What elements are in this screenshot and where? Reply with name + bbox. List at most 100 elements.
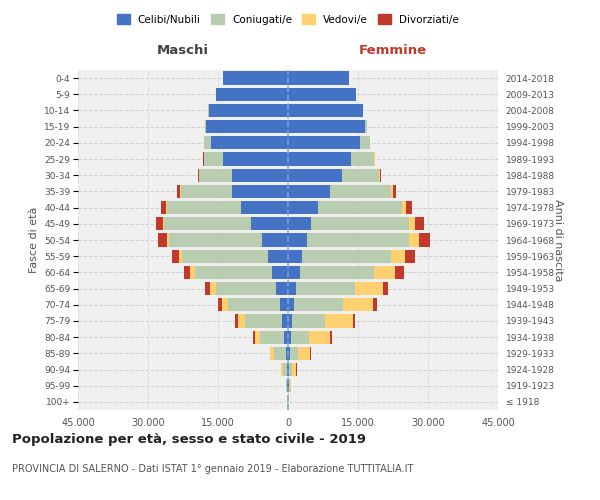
Bar	[288, 234, 307, 246]
Bar	[296, 282, 355, 295]
Bar	[283, 363, 287, 376]
Bar	[319, 201, 403, 214]
Bar	[330, 185, 391, 198]
Bar	[288, 379, 289, 392]
Bar	[215, 282, 277, 295]
Bar	[172, 250, 179, 263]
Bar	[351, 152, 374, 166]
Bar	[287, 379, 288, 392]
Bar	[290, 346, 298, 360]
Text: Anni di nascita: Anni di nascita	[553, 198, 563, 281]
Bar	[373, 298, 377, 312]
Bar	[395, 266, 404, 279]
Bar	[262, 234, 288, 246]
Bar	[291, 330, 310, 344]
Bar	[211, 136, 288, 149]
Bar	[331, 330, 332, 344]
Bar	[307, 234, 409, 246]
Text: Femmine: Femmine	[359, 44, 427, 58]
Bar	[209, 282, 215, 295]
Bar	[272, 266, 288, 279]
Bar	[355, 282, 383, 295]
Bar	[404, 250, 415, 263]
Bar	[218, 298, 222, 312]
Y-axis label: Fasce di età: Fasce di età	[29, 207, 38, 273]
Bar	[288, 217, 311, 230]
Bar	[156, 217, 163, 230]
Bar	[284, 330, 288, 344]
Bar	[409, 217, 415, 230]
Bar	[281, 363, 283, 376]
Bar	[184, 266, 190, 279]
Bar	[169, 234, 262, 246]
Bar	[391, 185, 392, 198]
Bar	[288, 120, 365, 134]
Bar	[197, 168, 199, 182]
Bar	[379, 168, 380, 182]
Bar	[199, 168, 232, 182]
Bar	[392, 185, 396, 198]
Bar	[255, 330, 260, 344]
Bar	[161, 201, 166, 214]
Bar	[288, 136, 361, 149]
Text: Maschi: Maschi	[157, 44, 209, 58]
Bar	[222, 298, 228, 312]
Bar	[288, 330, 291, 344]
Text: PROVINCIA DI SALERNO - Dati ISTAT 1° gennaio 2019 - Elaborazione TUTTITALIA.IT: PROVINCIA DI SALERNO - Dati ISTAT 1° gen…	[12, 464, 413, 474]
Bar	[269, 346, 270, 360]
Bar	[288, 346, 290, 360]
Bar	[260, 330, 284, 344]
Bar	[288, 152, 351, 166]
Bar	[409, 234, 419, 246]
Bar	[223, 72, 288, 85]
Bar	[288, 363, 289, 376]
Bar	[235, 314, 238, 328]
Bar	[268, 250, 288, 263]
Bar	[178, 185, 180, 198]
Bar	[283, 314, 288, 328]
Bar	[166, 201, 167, 214]
Bar	[277, 282, 288, 295]
Bar	[204, 136, 211, 149]
Bar	[232, 168, 288, 182]
Bar	[206, 120, 288, 134]
Bar	[194, 266, 272, 279]
Bar	[241, 201, 288, 214]
Bar	[298, 346, 310, 360]
Bar	[288, 201, 319, 214]
Bar	[310, 330, 331, 344]
Bar	[361, 136, 370, 149]
Bar	[181, 185, 232, 198]
Bar	[341, 168, 379, 182]
Bar	[302, 250, 391, 263]
Bar	[223, 152, 288, 166]
Bar	[228, 298, 280, 312]
Bar	[274, 346, 286, 360]
Bar	[190, 266, 194, 279]
Bar	[251, 217, 288, 230]
Bar	[310, 346, 311, 360]
Bar	[353, 314, 355, 328]
Bar	[253, 330, 255, 344]
Bar	[403, 201, 406, 214]
Bar	[288, 314, 292, 328]
Bar	[288, 168, 341, 182]
Bar	[205, 282, 209, 295]
Bar	[288, 72, 349, 85]
Bar	[293, 298, 343, 312]
Bar	[245, 314, 283, 328]
Bar	[292, 363, 296, 376]
Bar	[299, 266, 374, 279]
Bar	[374, 266, 395, 279]
Bar	[158, 234, 167, 246]
Text: Popolazione per età, sesso e stato civile - 2019: Popolazione per età, sesso e stato civil…	[12, 432, 366, 446]
Bar	[325, 314, 353, 328]
Bar	[209, 104, 288, 117]
Bar	[205, 120, 206, 134]
Bar	[164, 217, 251, 230]
Bar	[311, 217, 409, 230]
Bar	[419, 234, 430, 246]
Bar	[204, 152, 223, 166]
Bar	[391, 250, 404, 263]
Bar	[292, 314, 325, 328]
